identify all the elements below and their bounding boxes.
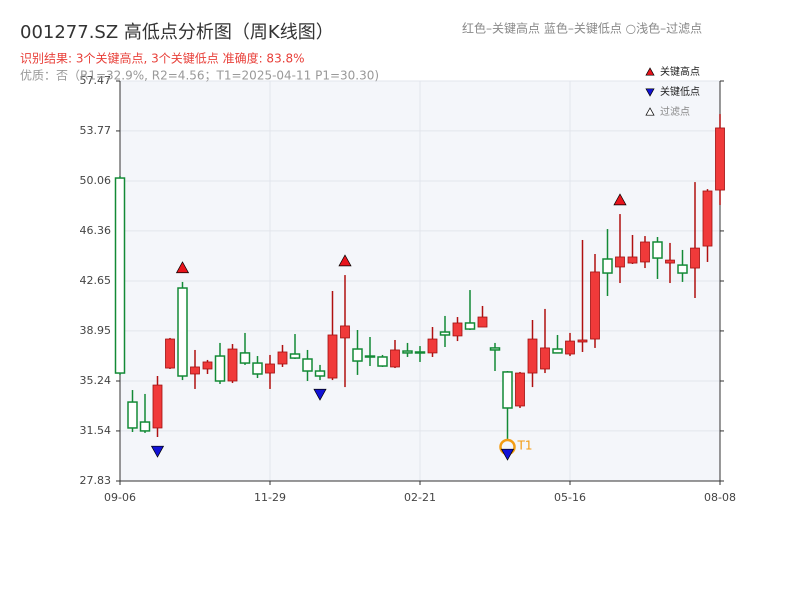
candle-body <box>439 331 451 336</box>
legend-label: 关键高点 <box>660 65 700 78</box>
candle-body <box>489 347 501 351</box>
candle-body <box>402 350 413 354</box>
candle-body <box>114 177 126 374</box>
legend-marker <box>645 107 655 116</box>
candle-body <box>289 353 301 359</box>
y-tick-label: 50.06 <box>80 174 112 187</box>
y-tick-label: 46.36 <box>80 224 112 237</box>
candle-body <box>627 256 638 264</box>
y-tick-label: 42.65 <box>80 274 112 287</box>
key-point-marker <box>613 193 627 206</box>
candle-body <box>252 362 263 375</box>
chart-title: 001277.SZ 高低点分析图（周K线图） <box>20 22 334 43</box>
candle-body <box>139 421 151 432</box>
candle-body <box>515 372 525 407</box>
candle-body <box>352 348 363 362</box>
candle-body <box>340 325 350 339</box>
candle-body <box>640 241 650 263</box>
key-point-marker <box>338 254 352 267</box>
candle-body <box>177 287 188 377</box>
legend-marker <box>645 67 655 76</box>
candle-body <box>152 384 163 429</box>
candle-body <box>665 259 675 264</box>
candle-body <box>302 358 313 372</box>
candle-body <box>602 258 613 274</box>
candle-body <box>202 361 213 370</box>
x-tick-label: 08-08 <box>704 491 736 504</box>
x-tick-label: 09-06 <box>104 491 136 504</box>
candle-body <box>414 351 426 354</box>
y-tick-label: 35.24 <box>80 374 112 387</box>
candle-body <box>277 351 288 365</box>
legend-marker <box>645 88 655 97</box>
x-tick-label: 02-21 <box>404 491 436 504</box>
candle-body <box>565 340 575 355</box>
x-tick-label: 05-16 <box>554 491 586 504</box>
candle-body <box>452 322 463 337</box>
result-text: 识别结果: 3个关键高点, 3个关键低点 准确度: 83.8% <box>20 51 305 66</box>
candle-body <box>615 256 625 268</box>
legend-label: 过滤点 <box>660 105 690 118</box>
candle-body <box>540 347 550 370</box>
key-point-marker <box>175 261 190 274</box>
quality-text: 优质：否（R1=32.9%, R2=4.56；T1=2025-04-11 P1=… <box>20 69 379 83</box>
candle-body <box>652 241 663 259</box>
candle-body <box>690 247 700 269</box>
candle-body <box>527 338 538 374</box>
candle-body <box>502 371 513 409</box>
annotation-label: T1 <box>517 438 533 452</box>
candle-body <box>702 190 713 247</box>
key-point-marker <box>150 445 165 458</box>
candle-body <box>165 338 175 369</box>
candle-body <box>477 316 488 328</box>
candle-body <box>239 352 251 364</box>
candle-body <box>427 338 438 354</box>
candle-body <box>327 334 338 379</box>
candle-body <box>464 322 476 330</box>
y-tick-label: 38.95 <box>80 324 112 337</box>
candle-body <box>127 401 138 429</box>
key-point-marker <box>313 388 327 401</box>
y-tick-label: 53.77 <box>80 124 112 137</box>
candle-body <box>377 356 388 367</box>
y-tick-label: 57.47 <box>80 74 112 87</box>
candle-body <box>314 370 326 377</box>
candle-body <box>577 339 588 343</box>
candle-body <box>552 348 563 354</box>
legend-label: 关键低点 <box>660 85 700 98</box>
key-point-marker <box>500 448 515 461</box>
candle-body <box>390 349 400 368</box>
y-tick-label: 31.54 <box>80 424 112 437</box>
candle-body <box>190 366 200 375</box>
candle-body <box>364 355 376 358</box>
legend-note: 红色–关键高点 蓝色–关键低点 ○浅色–过滤点 <box>462 21 702 36</box>
candle-body <box>227 348 238 382</box>
candle-body <box>590 271 600 340</box>
candle-body <box>715 127 725 191</box>
x-tick-label: 11-29 <box>254 491 286 504</box>
candle-body <box>265 363 275 374</box>
candle-body <box>677 264 688 274</box>
y-tick-label: 27.83 <box>80 474 112 487</box>
candle-body <box>214 355 226 382</box>
